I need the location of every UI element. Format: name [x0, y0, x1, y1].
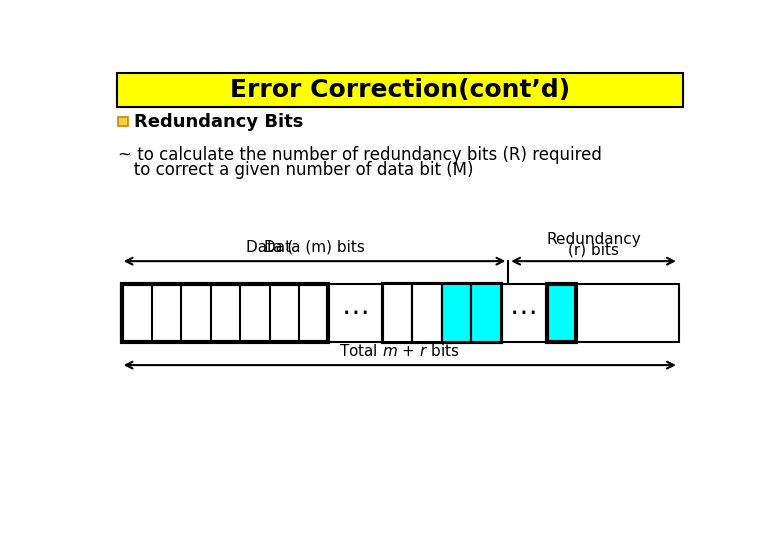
Text: Total $m$ + $r$ bits: Total $m$ + $r$ bits	[339, 343, 460, 359]
Text: Redundancy: Redundancy	[546, 232, 641, 247]
Text: (r) bits: (r) bits	[568, 242, 619, 257]
FancyBboxPatch shape	[441, 284, 471, 342]
FancyBboxPatch shape	[547, 284, 576, 342]
Text: Data (: Data (	[246, 240, 292, 255]
FancyBboxPatch shape	[122, 284, 328, 342]
FancyBboxPatch shape	[471, 284, 501, 342]
Text: Data (m) bits: Data (m) bits	[264, 240, 365, 255]
Text: ⋯: ⋯	[342, 299, 370, 327]
FancyBboxPatch shape	[117, 72, 682, 107]
Text: to correct a given number of data bit (M): to correct a given number of data bit (M…	[119, 161, 474, 179]
FancyBboxPatch shape	[121, 284, 679, 342]
FancyBboxPatch shape	[383, 284, 501, 342]
Text: Error Correction(cont’d): Error Correction(cont’d)	[229, 78, 570, 102]
FancyBboxPatch shape	[412, 284, 441, 342]
Text: ⋯: ⋯	[510, 299, 537, 327]
FancyBboxPatch shape	[383, 284, 412, 342]
Text: Redundancy Bits: Redundancy Bits	[134, 113, 303, 131]
Text: ~ to calculate the number of redundancy bits (R) required: ~ to calculate the number of redundancy …	[119, 146, 602, 164]
FancyBboxPatch shape	[119, 117, 128, 126]
